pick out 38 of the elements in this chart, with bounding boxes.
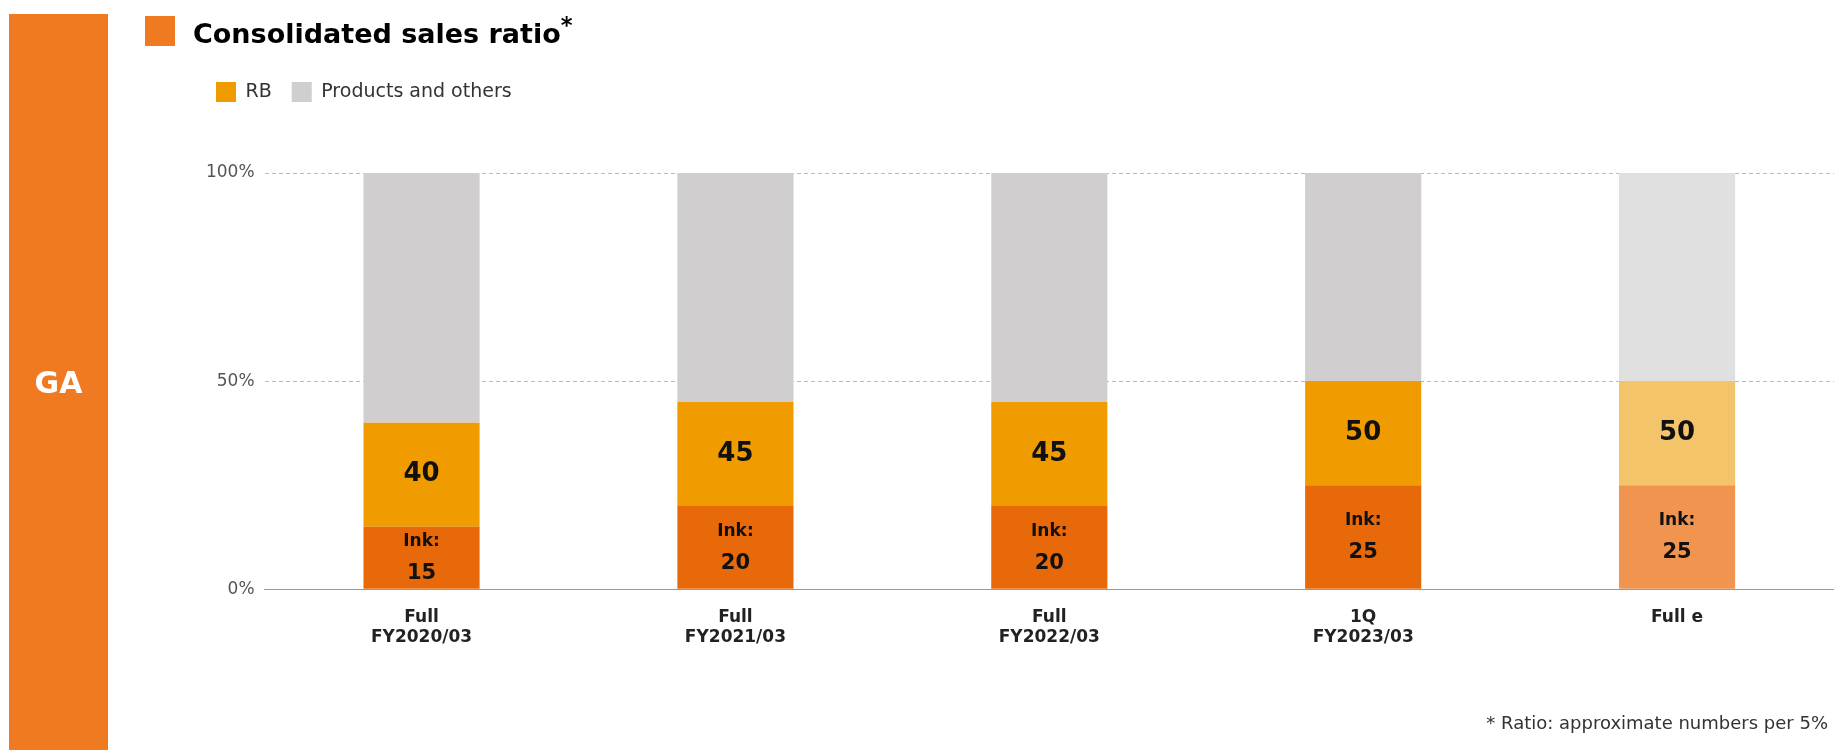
annotation: 45 bbox=[717, 436, 754, 467]
annotation: 45 bbox=[1031, 436, 1068, 467]
bar bbox=[1618, 381, 1736, 486]
data-label: Ink: 25 bbox=[1344, 509, 1382, 564]
bar bbox=[991, 173, 1108, 402]
annotation: 50 bbox=[1345, 415, 1382, 446]
bar bbox=[363, 526, 480, 589]
bar bbox=[1305, 173, 1422, 382]
legend-label: RB bbox=[245, 78, 272, 101]
bar bbox=[677, 505, 794, 589]
data-label: Ink: 15 bbox=[403, 530, 440, 585]
data-label: Ink: 20 bbox=[717, 519, 754, 574]
x-tick-label: Full FY2022/03 bbox=[998, 605, 1100, 647]
bar bbox=[363, 173, 480, 423]
y-tick-label: 0% bbox=[227, 577, 255, 598]
legend-label: Products and others bbox=[321, 78, 512, 101]
x-tick-label: Full FY2021/03 bbox=[684, 605, 786, 647]
bar bbox=[677, 401, 794, 506]
data-label: Ink: 20 bbox=[1031, 519, 1068, 574]
x-tick-label: 1Q FY2023/03 bbox=[1312, 605, 1414, 647]
text: GA bbox=[9, 14, 108, 750]
text: * Ratio: approximate numbers per 5% bbox=[1486, 712, 1828, 733]
bar bbox=[1305, 485, 1422, 589]
annotation: 40 bbox=[403, 457, 440, 488]
bar bbox=[677, 173, 794, 402]
bar bbox=[1305, 381, 1422, 486]
y-tick-label: 100% bbox=[205, 161, 255, 182]
bar bbox=[991, 401, 1108, 506]
bar bbox=[1618, 485, 1736, 589]
x-tick-label: Full e bbox=[1651, 605, 1704, 626]
data-label: Ink: 25 bbox=[1658, 509, 1696, 564]
bar bbox=[363, 422, 480, 527]
chart-title: Consolidated sales ratio$^{*}$ bbox=[193, 12, 573, 49]
annotation: 50 bbox=[1658, 415, 1696, 446]
y-tick-label: 50% bbox=[216, 369, 255, 390]
bar bbox=[1618, 173, 1736, 382]
bar bbox=[991, 505, 1108, 589]
x-tick-label: Full FY2020/03 bbox=[370, 605, 473, 647]
